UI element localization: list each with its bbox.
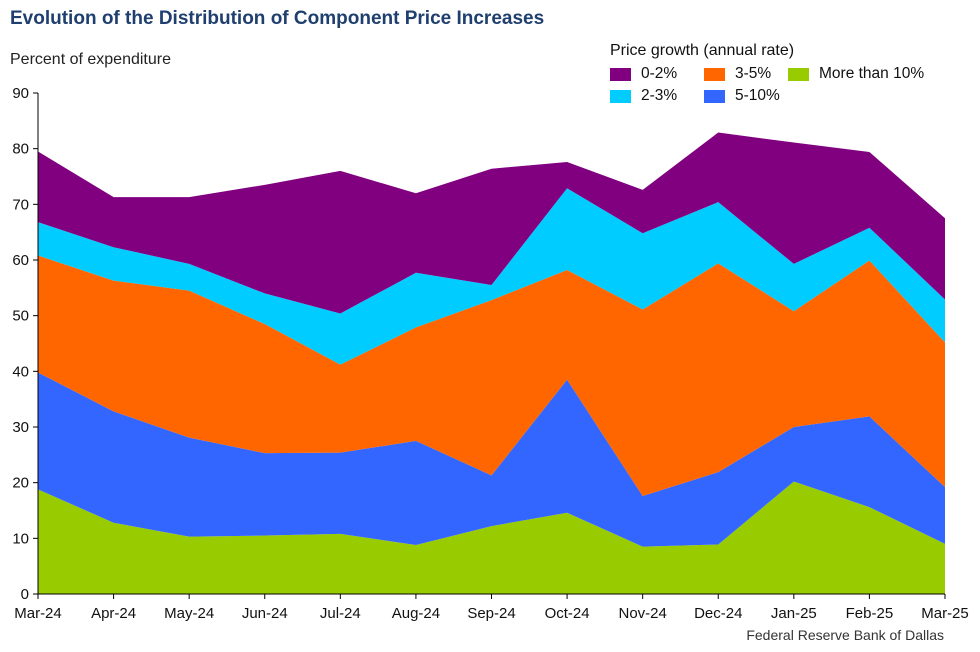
area-5-10 [38,372,945,547]
legend-item-0-2: 0-2% [610,63,704,85]
x-tick-label: Jul-24 [320,605,361,622]
legend-title: Price growth (annual rate) [610,42,795,59]
legend-item-2-3: 2-3% [610,85,704,107]
legend-item-5-10: 5-10% [704,85,788,107]
x-tick-label: Jan-25 [771,605,817,622]
legend-grid: 0-2% 3-5% More than 10% 2-3% 5-10% [610,63,948,107]
legend: Price growth (annual rate) 0-2% 3-5% More … [610,42,948,107]
y-tick-label: 30 [12,419,29,436]
x-tick-label: Sep-24 [467,605,515,622]
legend-item-3-5: 3-5% [704,63,788,85]
x-tick-label: Jun-24 [242,605,288,622]
y-tick-label: 80 [12,141,29,158]
y-tick-label: 70 [12,196,29,213]
y-tick-label: 10 [12,530,29,547]
legend-swatch [788,67,809,81]
legend-swatch [704,89,725,103]
x-tick-label: Aug-24 [392,605,440,622]
legend-swatch [704,67,725,81]
area-3-5 [38,255,945,497]
y-tick-label: 40 [12,363,29,380]
legend-label: 2-3% [641,87,678,104]
legend-label: 3-5% [735,65,772,82]
area-more-than-10 [38,481,945,594]
legend-label: 5-10% [735,87,780,104]
x-tick-label: Dec-24 [694,605,742,622]
y-tick-label: 90 [12,85,29,102]
source-note: Federal Reserve Bank of Dallas [746,627,944,643]
chart-title: Evolution of the Distribution of Compone… [10,8,545,29]
x-tick-label: Feb-25 [846,605,894,622]
x-tick-label: Mar-25 [921,605,969,622]
y-tick-label: 20 [12,475,29,492]
area-0-2 [38,132,945,314]
legend-swatch [610,89,631,103]
area-2-3 [38,188,945,365]
y-tick-label: 0 [21,586,29,603]
x-tick-label: Apr-24 [91,605,136,622]
x-tick-label: Mar-24 [14,605,62,622]
legend-label: 0-2% [641,65,678,82]
y-tick-label: 60 [12,252,29,269]
legend-swatch [610,67,631,81]
x-tick-label: Nov-24 [618,605,666,622]
x-tick-label: May-24 [164,605,214,622]
x-tick-label: Oct-24 [545,605,590,622]
legend-label: More than 10% [819,65,925,82]
y-tick-label: 50 [12,308,29,325]
axes-group: 0 10 20 30 40 50 60 70 80 90 Mar-24 Apr-24 May-24 Jun… [12,85,968,622]
y-axis-title: Percent of expenditure [10,51,171,68]
legend-item-more-than-10: More than 10% [788,63,948,85]
area-series-group [38,132,945,594]
